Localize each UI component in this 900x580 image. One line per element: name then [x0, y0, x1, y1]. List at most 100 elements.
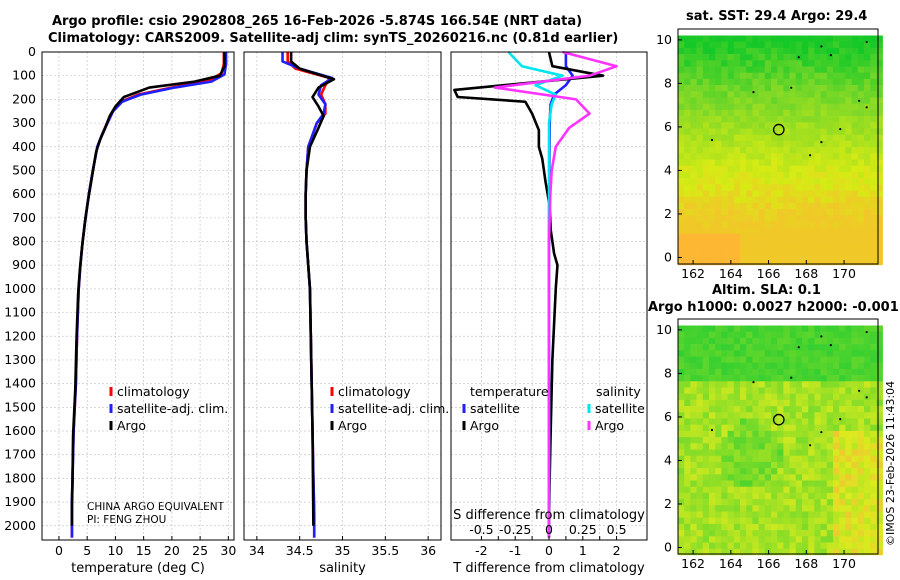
map-cell: [845, 209, 852, 216]
map-cell: [684, 381, 691, 388]
map-cell: [690, 41, 697, 49]
map-cell: [733, 147, 741, 154]
map-cell: [709, 499, 716, 506]
map-cell: [684, 542, 691, 549]
map-cell: [833, 252, 840, 259]
map-cell: [851, 480, 859, 487]
map-cell: [746, 437, 753, 444]
map-cell: [845, 184, 852, 191]
map-cell: [808, 331, 815, 339]
map-cell: [764, 412, 772, 419]
map-cell: [857, 406, 865, 413]
map-cell: [721, 47, 728, 55]
x-tick-label: 15: [136, 543, 152, 558]
map-cell: [789, 492, 797, 500]
map-cell: [696, 103, 704, 111]
map-cell: [814, 240, 821, 247]
map-cell: [709, 511, 716, 518]
map-cell: [870, 548, 877, 556]
legend-title-temperature: temperature: [470, 384, 549, 399]
map-cell: [740, 412, 747, 419]
map-cell: [721, 202, 728, 210]
map-cell: [789, 511, 797, 518]
map-cell: [795, 350, 803, 357]
map-cell: [789, 78, 797, 86]
map-cell: [727, 424, 735, 432]
map-cell: [752, 153, 759, 160]
figure-title-line2: Climatology: CARS2009. Satellite-adj cli…: [48, 31, 619, 46]
map-cell: [845, 523, 852, 531]
map-cell: [777, 215, 784, 222]
map-cell: [752, 381, 759, 388]
map-cell: [826, 97, 834, 104]
map-cell: [870, 147, 877, 154]
map-cell: [783, 196, 790, 204]
map-cell: [678, 196, 685, 204]
map-cell: [740, 41, 747, 49]
map-cell: [715, 153, 722, 160]
map-cell: [702, 196, 710, 204]
map-cell: [702, 455, 710, 463]
map-cell: [826, 368, 834, 376]
map-cell: [826, 60, 834, 67]
map-cell: [795, 437, 803, 444]
map-cell: [864, 325, 871, 332]
map-cell: [777, 190, 784, 197]
map-cell: [678, 47, 685, 55]
map-cell: [777, 430, 784, 438]
map-cell: [740, 134, 747, 142]
map-cell: [833, 492, 840, 500]
map-cell: [851, 325, 859, 332]
map-cell: [696, 449, 704, 456]
map-cell: [783, 375, 790, 382]
map-cell: [789, 159, 797, 166]
map-cell: [833, 227, 840, 235]
map-cell: [684, 258, 691, 266]
map-cell: [826, 437, 834, 444]
map-cell: [851, 468, 859, 475]
map-cell: [740, 109, 747, 117]
map-cell: [733, 412, 741, 419]
map-cell: [771, 202, 778, 210]
map-cell: [845, 159, 852, 166]
map-cell: [876, 240, 883, 247]
map-cell: [696, 536, 704, 543]
map-cell: [727, 147, 735, 154]
map-cell: [678, 66, 685, 73]
map-cell: [870, 492, 877, 500]
map-cell: [826, 85, 834, 92]
map-cell: [802, 499, 809, 506]
map-cell: [789, 530, 797, 537]
map-cell: [771, 153, 778, 160]
map-cell: [715, 91, 722, 98]
map-cell: [721, 153, 728, 160]
map-cell: [876, 258, 883, 266]
map-cell: [758, 412, 766, 419]
map-cell: [845, 430, 852, 438]
map-cell: [789, 116, 797, 123]
map-cell: [826, 35, 834, 42]
x-tick-label: 20: [164, 543, 180, 558]
map-cell: [678, 78, 685, 86]
map-cell: [864, 54, 871, 61]
map-cell: [702, 412, 710, 419]
map-cell: [845, 356, 852, 363]
map-cell: [795, 202, 803, 210]
map-cell: [814, 474, 821, 481]
map-cell: [789, 178, 797, 185]
island-marker: [820, 335, 823, 338]
map-cell: [740, 381, 747, 388]
map-cell: [740, 375, 747, 382]
map-cell: [678, 41, 685, 49]
map-cell: [820, 60, 828, 67]
map-cell: [709, 122, 716, 129]
map-cell: [702, 325, 710, 332]
map-cell: [727, 387, 735, 394]
map-cell: [814, 35, 821, 42]
map-cell: [752, 147, 759, 154]
map-cell: [696, 393, 704, 401]
map-cell: [758, 337, 766, 345]
map-cell: [802, 196, 809, 204]
map-cell: [857, 399, 865, 407]
map-cell: [721, 215, 728, 222]
